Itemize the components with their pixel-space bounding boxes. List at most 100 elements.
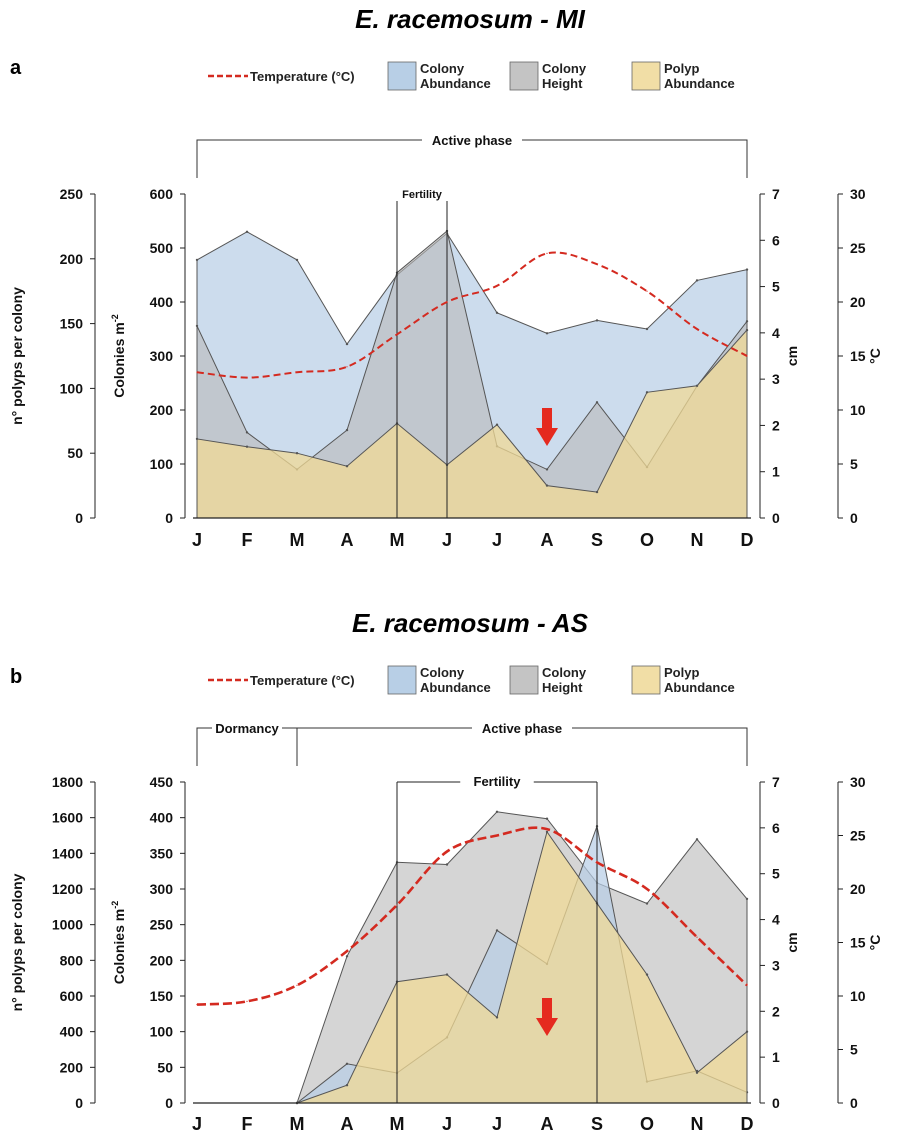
- panel-a-legend-swatch-colony-height: [509, 61, 539, 91]
- panel-a-point-polyp-abundance-n-10: [695, 384, 699, 387]
- panel-a-legend-label-polyp-abundance: Polyp Abundance: [664, 61, 735, 91]
- panel-b-fertility-label-bg: [460, 775, 534, 789]
- panel-a-legend: Temperature (°C) Colony Abundance Colony Hei…: [208, 61, 735, 91]
- panel-a-y-axis-label-colonies: Colonies m-2: [110, 314, 127, 397]
- panel-b-point-temperature-11: [746, 984, 748, 986]
- panel-a-y-tick-label-colonies-100: 100: [150, 456, 174, 472]
- panel-b-y-axis-label-cm: cm: [784, 932, 800, 952]
- panel-b-phase-label-dormancy: Dormancy: [215, 721, 279, 736]
- panel-b-legend-swatch-colony-abundance: [387, 665, 417, 695]
- panel-a-point-temperature-11: [746, 355, 748, 357]
- panel-b-legend-label-temperature: Temperature (°C): [250, 673, 355, 688]
- panel-a-point-colony-abundance-j-0: [195, 258, 199, 262]
- panel-b-point-temperature-10: [696, 936, 698, 938]
- panel-b-x-tick-f-1: F: [242, 1114, 253, 1134]
- panel-a-y-tick-label-cm-7: 7: [772, 186, 780, 202]
- panel-a-y-tick-label-colonies-400: 400: [150, 294, 174, 310]
- panel-b-y-tick-label-cm-0: 0: [772, 1095, 780, 1111]
- panel-b-fertility-label: Fertility: [474, 774, 522, 789]
- panel-b-y-tick-label-temp-0: 0: [850, 1095, 858, 1111]
- panel-a-y-tick-label-colonies-200: 200: [150, 402, 174, 418]
- panel-a-y-axis-label-cm: cm: [784, 346, 800, 366]
- panel-b-y-tick-label-polyps-800: 800: [60, 952, 84, 968]
- panel-b-y-tick-label-colonies-300: 300: [150, 881, 174, 897]
- panel-a-point-colony-abundance-n-10: [695, 279, 699, 282]
- panel-a-y-tick-label-temp-10: 10: [850, 402, 866, 418]
- panel-b-axes: J F M A M J J A S O N D0200400600800100012001400160…: [9, 774, 883, 1134]
- panel-b-legend-label-colony-height: Colony Height: [542, 665, 587, 695]
- panel-b: b E. racemosum - AS Temperature (°C) Colo…: [9, 608, 883, 1134]
- panel-a-x-tick-n-10: N: [691, 530, 704, 550]
- panel-a-point-polyp-abundance-m-2: [295, 452, 299, 455]
- panel-b-point-polyp-abundance-a-3: [345, 1084, 349, 1087]
- panel-a-point-polyp-abundance-j-6: [495, 423, 499, 426]
- panel-a-y-tick-label-temp-15: 15: [850, 348, 866, 364]
- panel-a-point-colony-height-a-3: [345, 428, 349, 432]
- panel-b-point-temperature-7: [546, 828, 548, 830]
- panel-a-legend-item-colony-abundance: Colony Abundance: [387, 61, 491, 91]
- panel-b-y-tick-label-cm-3: 3: [772, 957, 780, 973]
- panel-a-legend-label-temperature: Temperature (°C): [250, 69, 355, 84]
- panel-b-point-colony-height-j-6: [495, 810, 499, 813]
- panel-b-y-axis-label-temp: °C: [867, 935, 883, 951]
- panel-a-y-tick-label-colonies-300: 300: [150, 348, 174, 364]
- panel-b-y-tick-label-colonies-200: 200: [150, 952, 174, 968]
- panel-a-point-colony-abundance-o-9: [645, 327, 649, 331]
- panel-b-point-colony-height-a-3: [345, 955, 349, 958]
- panel-a-legend-item-colony-height: Colony Height: [509, 61, 587, 91]
- panel-a-title: E. racemosum - MI: [355, 4, 586, 34]
- panel-b-y-axis-label-colonies-base: Colonies m: [111, 909, 127, 984]
- panel-b-y-tick-label-polyps-1600: 1600: [52, 810, 83, 826]
- panel-a-legend-label-line2: Height: [542, 76, 583, 91]
- panel-b-legend-label-polyp-abundance: Polyp Abundance: [664, 665, 735, 695]
- panel-a-y-tick-label-colonies-500: 500: [150, 240, 174, 256]
- panel-b-y-tick-label-temp-10: 10: [850, 988, 866, 1004]
- panel-a-y-tick-label-polyps-100: 100: [60, 380, 84, 396]
- panel-a-x-tick-f-1: F: [242, 530, 253, 550]
- panel-b-point-colony-height-a-7: [545, 817, 549, 820]
- panel-a-y-axis-label-colonies-base: Colonies m: [111, 322, 127, 397]
- panel-a-y-tick-label-cm-2: 2: [772, 417, 780, 433]
- panel-b-x-tick-j-5: J: [442, 1114, 452, 1134]
- panel-a-point-polyp-abundance-d-11: [745, 328, 749, 332]
- panel-a-phase-active-phase: Active phase: [196, 131, 748, 178]
- panel-b-y-tick-label-colonies-450: 450: [150, 774, 174, 790]
- panel-a-point-temperature-7: [546, 252, 548, 254]
- panel-b-x-tick-a-3: A: [341, 1114, 354, 1134]
- panel-b-point-temperature-1: [246, 1000, 248, 1003]
- panel-a-y-tick-label-polyps-150: 150: [60, 316, 84, 332]
- panel-b-legend-label-line2: Abundance: [664, 680, 735, 695]
- panel-b-x-tick-d-11: D: [741, 1114, 754, 1134]
- panel-b-y-tick-label-temp-30: 30: [850, 774, 866, 790]
- panel-b-y-tick-label-colonies-150: 150: [150, 988, 174, 1004]
- panel-a-y-tick-label-polyps-250: 250: [60, 186, 84, 202]
- panel-b-x-tick-a-7: A: [541, 1114, 554, 1134]
- panel-a-point-colony-abundance-a-3: [345, 342, 349, 346]
- panel-a-y-tick-label-polyps-200: 200: [60, 251, 84, 267]
- panel-b-y-tick-label-colonies-250: 250: [150, 917, 174, 933]
- panel-a-y-tick-label-cm-1: 1: [772, 464, 780, 480]
- panel-a-point-colony-abundance-j-6: [495, 311, 499, 314]
- panel-b-point-temperature-8: [596, 861, 598, 863]
- panel-a-phase-brackets: Active phase: [196, 131, 748, 178]
- panel-a-point-colony-height-j-0: [195, 324, 199, 328]
- panel-b-legend-label-line1: Polyp: [664, 665, 699, 680]
- panel-b-y-axis-label-colonies-exp: -2: [110, 901, 120, 909]
- panel-a-legend-item-polyp-abundance: Polyp Abundance: [631, 61, 735, 91]
- panel-b-phase-brackets: Dormancy Active phase: [196, 719, 748, 766]
- panel-b-point-colony-height-n-10: [695, 838, 699, 841]
- panel-a-legend-swatch-colony-abundance: [387, 61, 417, 91]
- panel-b-phase-label-bg: [212, 719, 282, 735]
- panel-a-point-colony-height-d-11: [745, 320, 749, 323]
- panel-a-point-temperature-1: [246, 377, 248, 379]
- panel-a-y-tick-label-temp-5: 5: [850, 456, 858, 472]
- panel-b-y-tick-label-colonies-50: 50: [157, 1059, 173, 1075]
- panel-b-point-temperature-9: [646, 888, 648, 890]
- panel-b-legend-swatch-polyp-abundance: [631, 665, 661, 695]
- panel-b-point-polyp-abundance-o-9: [645, 973, 649, 976]
- panel-a-point-colony-abundance-s-8: [595, 319, 599, 322]
- panel-b-y-tick-label-polyps-200: 200: [60, 1059, 84, 1075]
